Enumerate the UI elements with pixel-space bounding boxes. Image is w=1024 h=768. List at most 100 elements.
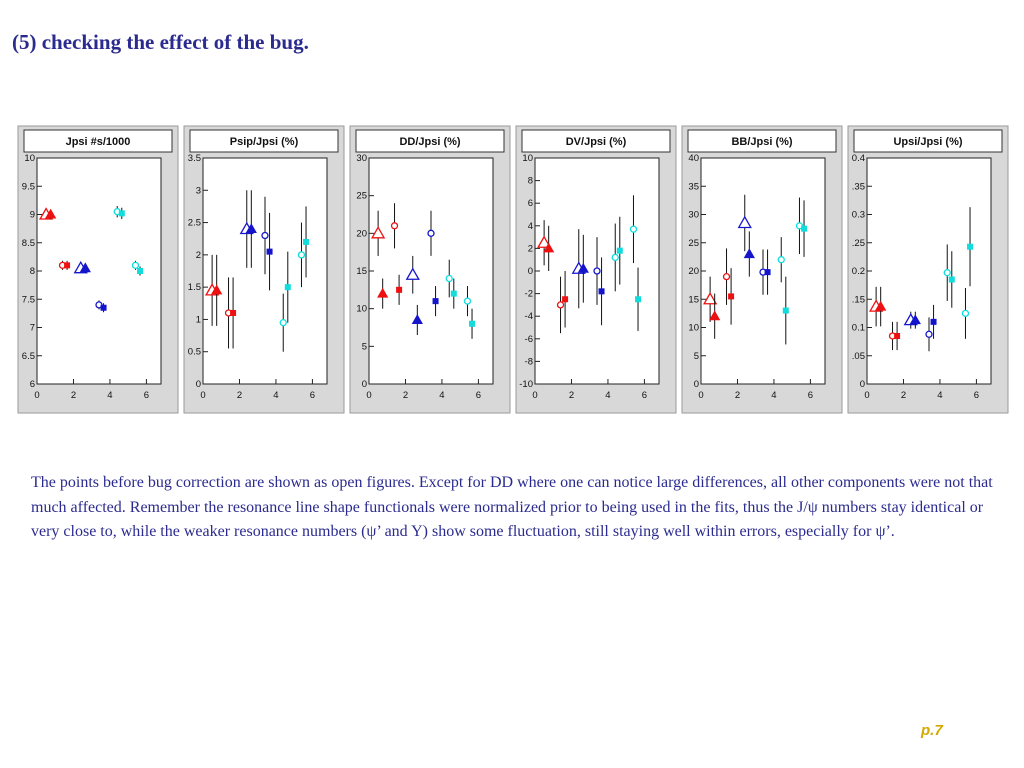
y-tick-label: .05 — [852, 351, 865, 362]
triangle-marker — [875, 300, 887, 311]
circle-marker — [593, 267, 601, 275]
y-tick-label: 0 — [694, 379, 699, 390]
y-tick-label: .15 — [852, 294, 865, 305]
chart-panel-1: Psip/Jpsi (%) 0 0.5 1 1.5 2 2.5 3 3.5 0 2 4 6 — [183, 125, 345, 414]
y-tick-label: 35 — [688, 181, 699, 192]
triangle-marker — [743, 248, 755, 259]
data-point — [261, 196, 269, 275]
x-tick-label: 6 — [642, 390, 647, 401]
slide-title: (5) checking the effect of the bug. — [12, 30, 309, 54]
circle-marker — [777, 256, 785, 264]
x-tick-label: 0 — [34, 390, 39, 401]
data-point — [709, 293, 721, 339]
data-point — [943, 244, 951, 301]
x-tick-label: 2 — [901, 390, 906, 401]
x-tick-label: 4 — [937, 390, 942, 401]
data-point — [629, 195, 638, 264]
y-tick-label: 0.2 — [852, 266, 865, 277]
x-tick-label: 2 — [71, 390, 76, 401]
data-point — [925, 317, 933, 352]
y-tick-label: 0 — [860, 379, 865, 390]
data-point — [543, 225, 555, 271]
x-tick-label: 6 — [808, 390, 813, 401]
x-tick-label: 4 — [605, 390, 610, 401]
square-marker — [118, 210, 125, 217]
y-tick-label: 30 — [688, 210, 699, 221]
data-point — [562, 271, 569, 328]
circle-marker — [722, 272, 731, 281]
x-tick-label: 6 — [476, 390, 481, 401]
circle-marker — [427, 229, 435, 237]
x-tick-label: 6 — [974, 390, 979, 401]
y-tick-label: .35 — [852, 181, 865, 192]
data-point — [764, 249, 771, 295]
panel-title: Jpsi #s/1000 — [66, 136, 131, 148]
triangle-marker — [909, 314, 921, 325]
data-point — [593, 237, 601, 305]
square-marker — [894, 332, 901, 339]
y-tick-label: 3 — [196, 185, 201, 196]
data-point — [100, 303, 107, 313]
circle-marker — [463, 297, 472, 305]
triangle-marker — [536, 235, 552, 248]
y-tick-label: 15 — [688, 294, 699, 305]
triangle-marker — [377, 287, 389, 298]
y-tick-label: 0 — [362, 379, 367, 390]
square-marker — [948, 276, 955, 283]
panel-title-box — [521, 129, 671, 153]
data-point — [777, 237, 785, 283]
data-point — [370, 210, 386, 256]
data-point — [390, 203, 399, 249]
data-point — [463, 286, 472, 317]
circle-marker — [297, 251, 306, 259]
square-marker — [396, 286, 403, 293]
y-tick-label: 2 — [196, 250, 201, 261]
y-tick-label: 6 — [30, 379, 35, 390]
y-tick-label: 20 — [356, 228, 367, 239]
data-point — [875, 286, 887, 327]
y-tick-label: 0.5 — [188, 347, 201, 358]
panel-title: DD/Jpsi (%) — [399, 136, 460, 148]
square-marker — [598, 288, 605, 295]
data-point — [377, 278, 389, 309]
square-marker — [230, 309, 237, 316]
y-tick-label: 4 — [528, 221, 533, 232]
triangle-marker — [370, 226, 386, 239]
y-tick-label: 7.5 — [22, 294, 35, 305]
triangle-marker — [411, 314, 423, 324]
panel-title-box — [23, 129, 173, 153]
circle-marker — [261, 231, 269, 240]
x-tick-label: 2 — [569, 390, 574, 401]
square-marker — [764, 269, 771, 276]
chart-panel-3: DV/Jpsi (%) -10 -8 -6 -4 -2 0 2 4 6 8 10 0 2 4 6 — [515, 125, 677, 414]
data-point — [79, 262, 91, 273]
data-point — [961, 287, 970, 339]
data-point — [722, 248, 731, 305]
y-tick-label: 2 — [528, 243, 533, 254]
y-tick-label: 1.5 — [188, 282, 201, 293]
x-tick-label: 4 — [107, 390, 112, 401]
circle-marker — [556, 301, 565, 309]
x-tick-label: 2 — [237, 390, 242, 401]
data-point — [801, 200, 808, 257]
panel-title: DV/Jpsi (%) — [566, 136, 627, 148]
chart-panel-5: Upsi/Jpsi (%) 0 .05 0.1 .15 0.2 .25 0.3 .35 0.4 0 2… — [847, 125, 1009, 414]
square-marker — [728, 293, 735, 300]
data-point — [598, 257, 605, 326]
panel-title-box — [355, 129, 505, 153]
y-tick-label: 10 — [356, 304, 367, 315]
data-point — [782, 276, 789, 345]
triangle-marker — [709, 310, 721, 321]
square-marker — [801, 225, 808, 232]
y-tick-label: 10 — [688, 323, 699, 334]
x-tick-label: 4 — [273, 390, 278, 401]
data-point — [737, 194, 752, 252]
y-tick-label: 2.5 — [188, 218, 201, 229]
triangle-marker — [211, 284, 223, 295]
data-point — [230, 277, 237, 349]
y-tick-label: -4 — [525, 311, 533, 322]
y-tick-label: -8 — [525, 356, 533, 367]
y-tick-label: 3.5 — [188, 153, 201, 164]
chart-panel-4: BB/Jpsi (%) 0 5 10 15 20 25 30 35 40 0 2 4 6 — [681, 125, 843, 414]
y-tick-label: -6 — [525, 334, 533, 345]
